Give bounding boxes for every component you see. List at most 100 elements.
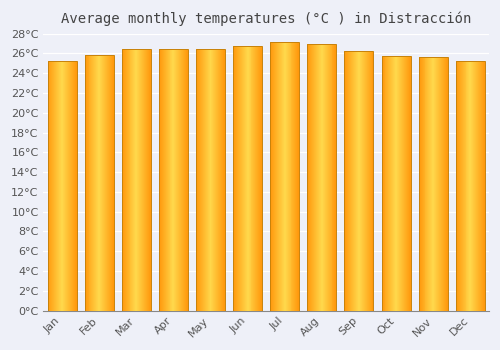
- Bar: [107, 56, 108, 310]
- Bar: [109, 56, 110, 310]
- Bar: [240, 46, 241, 310]
- Bar: [366, 50, 368, 310]
- Bar: [84, 56, 114, 310]
- Bar: [357, 50, 358, 310]
- Bar: [90, 56, 92, 310]
- Bar: [477, 61, 478, 310]
- Bar: [316, 44, 317, 310]
- Bar: [260, 46, 261, 310]
- Bar: [281, 42, 282, 310]
- Bar: [273, 42, 274, 310]
- Bar: [326, 44, 328, 310]
- Bar: [284, 42, 286, 310]
- Bar: [161, 49, 162, 310]
- Bar: [244, 46, 246, 310]
- Bar: [198, 49, 199, 310]
- Bar: [206, 49, 208, 310]
- Bar: [108, 56, 109, 310]
- Bar: [441, 57, 442, 310]
- Bar: [128, 49, 130, 310]
- Bar: [308, 44, 336, 310]
- Bar: [422, 57, 424, 310]
- Bar: [124, 49, 126, 310]
- Bar: [214, 49, 216, 310]
- Bar: [126, 49, 128, 310]
- Bar: [382, 56, 410, 310]
- Bar: [278, 42, 279, 310]
- Bar: [172, 49, 174, 310]
- Bar: [438, 57, 439, 310]
- Bar: [433, 57, 434, 310]
- Bar: [458, 61, 460, 310]
- Bar: [457, 61, 458, 310]
- Bar: [358, 50, 359, 310]
- Bar: [404, 56, 405, 310]
- Bar: [60, 61, 61, 310]
- Bar: [94, 56, 96, 310]
- Bar: [476, 61, 477, 310]
- Bar: [482, 61, 483, 310]
- Bar: [424, 57, 426, 310]
- Bar: [199, 49, 200, 310]
- Bar: [270, 42, 271, 310]
- Bar: [239, 46, 240, 310]
- Bar: [137, 49, 138, 310]
- Bar: [292, 42, 294, 310]
- Bar: [420, 57, 422, 310]
- Bar: [344, 50, 346, 310]
- Bar: [233, 46, 234, 310]
- Bar: [418, 57, 420, 310]
- Bar: [50, 61, 51, 310]
- Bar: [354, 50, 355, 310]
- Bar: [272, 42, 273, 310]
- Bar: [478, 61, 479, 310]
- Bar: [179, 49, 180, 310]
- Bar: [250, 46, 252, 310]
- Bar: [430, 57, 432, 310]
- Bar: [57, 61, 58, 310]
- Bar: [62, 61, 63, 310]
- Bar: [122, 49, 150, 310]
- Bar: [210, 49, 212, 310]
- Bar: [112, 56, 114, 310]
- Bar: [56, 61, 57, 310]
- Bar: [282, 42, 283, 310]
- Bar: [224, 49, 225, 310]
- Bar: [98, 56, 99, 310]
- Bar: [145, 49, 146, 310]
- Bar: [259, 46, 260, 310]
- Bar: [72, 61, 74, 310]
- Bar: [140, 49, 141, 310]
- Bar: [479, 61, 480, 310]
- Bar: [317, 44, 318, 310]
- Bar: [248, 46, 250, 310]
- Bar: [256, 46, 258, 310]
- Bar: [483, 61, 484, 310]
- Bar: [218, 49, 219, 310]
- Bar: [277, 42, 278, 310]
- Bar: [352, 50, 353, 310]
- Bar: [241, 46, 242, 310]
- Bar: [346, 50, 348, 310]
- Bar: [84, 56, 86, 310]
- Bar: [328, 44, 330, 310]
- Bar: [276, 42, 277, 310]
- Bar: [52, 61, 54, 310]
- Bar: [100, 56, 101, 310]
- Bar: [270, 42, 299, 310]
- Bar: [361, 50, 362, 310]
- Bar: [252, 46, 254, 310]
- Bar: [294, 42, 296, 310]
- Bar: [398, 56, 399, 310]
- Bar: [464, 61, 466, 310]
- Bar: [261, 46, 262, 310]
- Bar: [405, 56, 406, 310]
- Bar: [364, 50, 365, 310]
- Bar: [280, 42, 281, 310]
- Bar: [390, 56, 392, 310]
- Bar: [470, 61, 472, 310]
- Bar: [439, 57, 440, 310]
- Bar: [134, 49, 136, 310]
- Bar: [480, 61, 481, 310]
- Bar: [406, 56, 408, 310]
